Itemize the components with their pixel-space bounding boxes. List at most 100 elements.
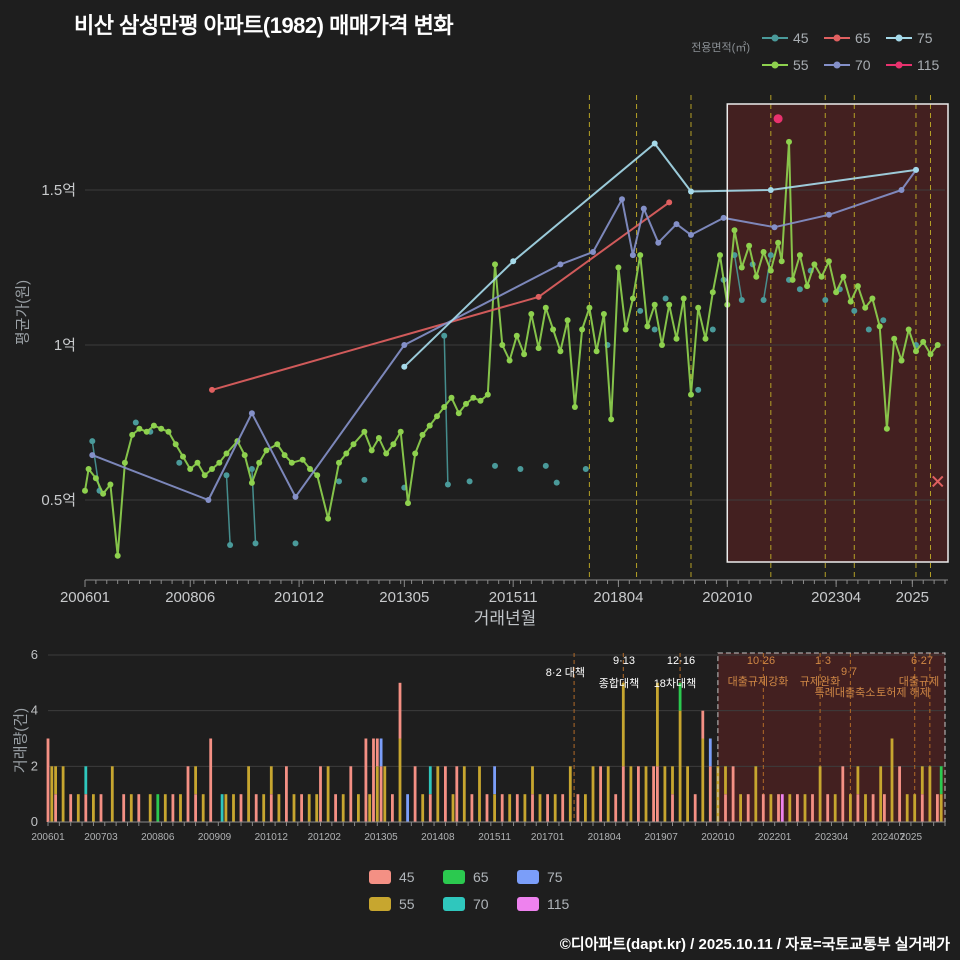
color-swatch	[369, 870, 391, 884]
volume-bar	[553, 794, 557, 822]
volume-bar	[364, 738, 368, 822]
volume-bar	[777, 794, 780, 822]
volume-bar	[137, 794, 141, 822]
volume-bar	[614, 794, 618, 822]
legend-item-label: 65	[473, 869, 489, 885]
volume-bar	[788, 794, 792, 822]
legend-item-area-65[interactable]: 65	[443, 869, 517, 885]
svg-text:0.5억: 0.5억	[41, 492, 76, 509]
volume-bar	[444, 766, 447, 822]
line-dot-glyph	[824, 61, 850, 69]
legend-item-label: 55	[399, 896, 415, 912]
legend-item-area-65[interactable]: 65	[824, 30, 886, 46]
legend-item-area-75[interactable]: 75	[886, 30, 948, 46]
legend-item-label: 70	[855, 57, 871, 73]
volume-bar	[375, 766, 379, 822]
legend-item-area-115[interactable]: 115	[886, 57, 948, 73]
color-swatch	[517, 897, 539, 911]
svg-text:6: 6	[31, 647, 38, 662]
volume-bar	[920, 766, 924, 795]
volume-bar	[621, 766, 625, 822]
legend-item-area-55[interactable]: 55	[762, 57, 824, 73]
volume-bar	[656, 766, 659, 822]
volume-bar	[413, 766, 417, 822]
volume-bar	[701, 710, 705, 739]
volume-bar	[421, 794, 425, 822]
svg-text:202201: 202201	[758, 832, 792, 843]
svg-text:201804: 201804	[588, 832, 622, 843]
legend-item-area-70[interactable]: 70	[443, 896, 517, 912]
svg-text:200601: 200601	[31, 832, 65, 843]
svg-text:202010: 202010	[702, 589, 752, 606]
svg-text:201511: 201511	[489, 589, 538, 606]
volume-bar	[864, 794, 867, 822]
volume-bar	[939, 766, 943, 795]
svg-text:12·16: 12·16	[667, 655, 695, 667]
legend-item-area-45[interactable]: 45	[762, 30, 824, 46]
svg-text:18차대책: 18차대책	[654, 677, 697, 690]
volume-bar	[428, 794, 432, 822]
volume-bar	[928, 766, 932, 822]
svg-text:202304: 202304	[811, 589, 861, 606]
color-swatch	[517, 870, 539, 884]
volume-bar	[383, 766, 387, 822]
legend-item-area-45[interactable]: 45	[369, 869, 443, 885]
volume-bar	[746, 794, 750, 822]
price-axis-title: 평균가(원)	[14, 279, 32, 346]
volume-bar	[76, 794, 80, 822]
volume-bar	[171, 794, 175, 822]
line-dot-glyph	[824, 34, 850, 42]
line-dot-glyph	[886, 61, 912, 69]
volume-chart: 0 2 4 6 200601 200703 200806 200909 201012 201202…	[31, 647, 946, 843]
volume-bar	[546, 794, 549, 822]
color-swatch	[369, 897, 391, 911]
volume-bar	[315, 794, 319, 822]
volume-bar	[739, 794, 742, 822]
volume-bar	[856, 794, 860, 822]
svg-text:1·3: 1·3	[815, 655, 831, 667]
volume-bar	[326, 766, 330, 822]
volume-bar	[451, 794, 455, 822]
volume-axis-title: 거래량(건)	[12, 707, 30, 774]
volume-bar	[262, 794, 266, 822]
volume-bar	[890, 738, 894, 822]
legend-item-label: 75	[917, 30, 933, 46]
legend-item-area-115[interactable]: 115	[517, 896, 591, 912]
svg-text:2: 2	[31, 758, 38, 773]
volume-bar	[621, 682, 625, 767]
area-legend-bottom: 45 65 75 55 70 115	[369, 869, 591, 912]
legend-item-area-55[interactable]: 55	[369, 896, 443, 912]
legend-item-area-75[interactable]: 75	[517, 869, 591, 885]
volume-bar	[129, 794, 133, 822]
volume-bar	[292, 794, 296, 822]
legend-item-label: 75	[547, 869, 563, 885]
volume-bar	[531, 766, 534, 795]
volume-bar	[493, 766, 496, 795]
legend-item-area-70[interactable]: 70	[824, 57, 886, 73]
line-dot-glyph	[762, 61, 788, 69]
volume-bar	[54, 794, 57, 822]
volume-bar	[754, 766, 758, 822]
svg-text:201202: 201202	[308, 832, 342, 843]
volume-bar	[637, 766, 640, 822]
volume-bar	[357, 794, 360, 822]
volume-bar	[485, 794, 489, 822]
svg-text:규제완화: 규제완화	[800, 675, 840, 688]
svg-text:2025: 2025	[900, 832, 923, 843]
volume-bar	[663, 766, 667, 822]
volume-bar	[671, 766, 674, 795]
volume-bar	[568, 766, 572, 822]
volume-bar	[156, 794, 160, 822]
volume-bar	[224, 794, 228, 822]
volume-bar	[652, 766, 655, 822]
volume-bar	[300, 794, 303, 822]
volume-bar	[99, 794, 103, 822]
volume-bar	[531, 794, 534, 822]
volume-bar	[841, 766, 845, 822]
legend-title: 전용면적(㎡)	[691, 42, 750, 54]
legend-item-label: 115	[917, 57, 940, 73]
volume-bar	[50, 766, 54, 822]
volume-bar	[883, 794, 886, 822]
highlight-region-border	[717, 652, 946, 823]
